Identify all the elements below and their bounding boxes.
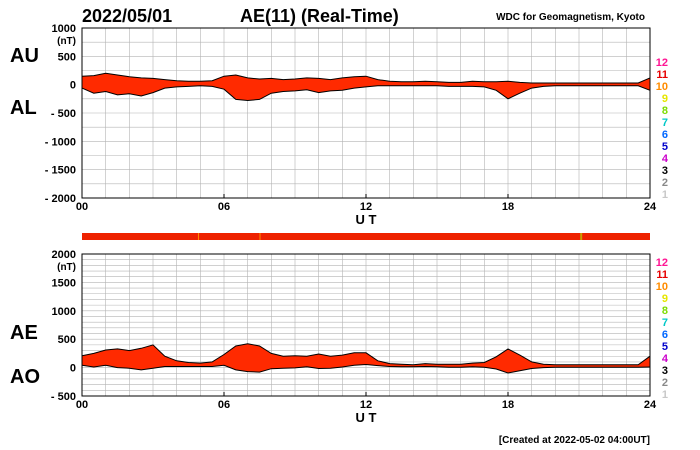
x-tick-label: 24 bbox=[644, 399, 657, 411]
x-tick-label: 12 bbox=[360, 399, 372, 411]
station-legend-entry: 6 bbox=[662, 129, 668, 141]
x-tick-label: 12 bbox=[360, 201, 372, 213]
unit-label: (nT) bbox=[57, 36, 76, 47]
station-legend-entry: 5 bbox=[662, 141, 668, 153]
station-legend-entry: 9 bbox=[662, 293, 668, 305]
area-fill-ae-ao bbox=[82, 343, 650, 373]
station-legend-entry: 4 bbox=[662, 353, 669, 365]
station-count-bar-fill bbox=[82, 233, 650, 240]
source-label: WDC for Geomagnetism, Kyoto bbox=[496, 12, 645, 23]
station-legend-entry: 12 bbox=[656, 57, 668, 69]
series-line-au bbox=[81, 72, 651, 84]
x-tick-label: 24 bbox=[644, 201, 657, 213]
series-label-au: AU bbox=[10, 45, 39, 67]
station-count-bar bbox=[82, 233, 650, 240]
series-label-al: AL bbox=[10, 97, 37, 119]
y-tick-label: - 2000 bbox=[45, 193, 76, 205]
date-title: 2022/05/01 bbox=[82, 6, 172, 26]
station-legend-entry: 8 bbox=[662, 305, 668, 317]
station-legend-entry: 10 bbox=[656, 81, 668, 93]
station-legend-entry: 1 bbox=[662, 389, 668, 401]
y-tick-label: 500 bbox=[58, 334, 76, 346]
x-tick-label: 06 bbox=[218, 399, 230, 411]
station-legend-entry: 7 bbox=[662, 117, 668, 129]
station-legend-entry: 5 bbox=[662, 341, 668, 353]
station-legend-entry: 4 bbox=[662, 153, 669, 165]
station-legend-entry: 7 bbox=[662, 317, 668, 329]
y-tick-label: - 1500 bbox=[45, 165, 76, 177]
created-label: [Created at 2022-05-02 04:00UT] bbox=[499, 435, 650, 446]
station-legend-entry: 10 bbox=[656, 281, 668, 293]
x-axis-label: U T bbox=[356, 212, 377, 227]
station-legend-entry: 2 bbox=[662, 377, 668, 389]
station-count-bar-marker bbox=[259, 233, 261, 240]
station-legend-entry: 11 bbox=[656, 69, 668, 81]
station-count-bar-marker bbox=[197, 233, 199, 240]
y-tick-label: - 1000 bbox=[45, 136, 76, 148]
y-tick-label: 1000 bbox=[52, 23, 76, 35]
station-legend-entry: 11 bbox=[656, 269, 668, 281]
x-tick-label: 00 bbox=[76, 201, 88, 213]
station-legend-entry: 9 bbox=[662, 93, 668, 105]
unit-label: (nT) bbox=[57, 262, 76, 273]
y-tick-label: - 500 bbox=[51, 108, 76, 120]
station-legend-entry: 12 bbox=[656, 257, 668, 269]
y-tick-label: 2000 bbox=[52, 249, 76, 261]
station-legend-entry: 3 bbox=[662, 365, 668, 377]
station-legend-entry: 6 bbox=[662, 329, 668, 341]
x-axis-label: U T bbox=[356, 410, 377, 425]
y-tick-label: 500 bbox=[58, 51, 76, 63]
station-legend-entry: 3 bbox=[662, 165, 668, 177]
chart-title: AE(11) (Real-Time) bbox=[240, 6, 399, 26]
station-legend-entry: 8 bbox=[662, 105, 668, 117]
y-tick-label: 1000 bbox=[52, 306, 76, 318]
y-tick-label: 1500 bbox=[52, 277, 76, 289]
chart-panel-au-al: 1000 500 0 - 500 - 1000 - 1500 - 2000 (nT) 00 06 1… bbox=[10, 23, 669, 227]
y-tick-label: 0 bbox=[70, 80, 76, 92]
series-line-ae bbox=[81, 343, 651, 366]
series-line-ao bbox=[81, 363, 651, 374]
series-line-al bbox=[81, 85, 651, 102]
station-count-bar-marker bbox=[580, 233, 583, 240]
x-tick-label: 00 bbox=[76, 399, 88, 411]
x-tick-label: 06 bbox=[218, 201, 230, 213]
series-label-ae: AE bbox=[10, 322, 38, 344]
x-tick-label: 18 bbox=[502, 399, 514, 411]
series-label-ao: AO bbox=[10, 366, 40, 388]
y-tick-label: 0 bbox=[70, 363, 76, 375]
station-legend-entry: 1 bbox=[662, 189, 668, 201]
x-tick-label: 18 bbox=[502, 201, 514, 213]
y-tick-label: - 500 bbox=[51, 391, 76, 403]
station-legend-entry: 2 bbox=[662, 177, 668, 189]
